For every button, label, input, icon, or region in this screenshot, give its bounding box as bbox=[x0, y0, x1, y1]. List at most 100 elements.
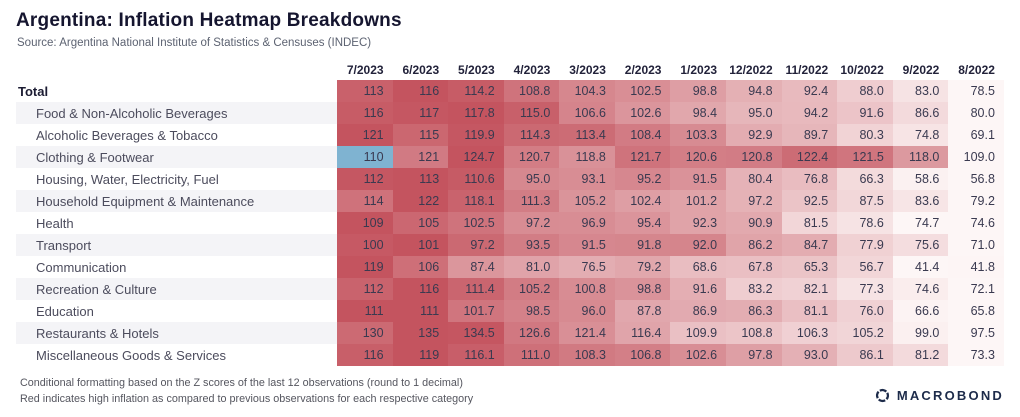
heatmap-cell: 92.5 bbox=[781, 190, 838, 212]
heatmap-cell: 56.7 bbox=[837, 256, 893, 278]
heatmap-cell: 115.0 bbox=[503, 102, 560, 124]
heatmap-cell: 93.1 bbox=[559, 168, 615, 190]
heatmap-cell: 79.2 bbox=[614, 256, 671, 278]
footnote-line-2: Red indicates high inflation as compared… bbox=[20, 392, 474, 405]
heatmap-cell: 80.0 bbox=[948, 102, 1004, 124]
table-row: Education 111 111 101.7 98.5 96.0 87.8 86.9 86.3… bbox=[16, 300, 1004, 322]
heatmap-cell: 91.6 bbox=[670, 278, 727, 300]
table-row: Alcoholic Beverages & Tobacco 121 115 119.9… bbox=[16, 124, 1004, 146]
heatmap-cell: 96.9 bbox=[559, 212, 615, 234]
heatmap-cell: 95.2 bbox=[614, 168, 671, 190]
footnotes: Conditional formatting based on the Z sc… bbox=[16, 376, 1004, 407]
heatmap-cell: 74.8 bbox=[892, 124, 949, 146]
heatmap-cell: 97.2 bbox=[726, 190, 782, 212]
heatmap-cell: 76.5 bbox=[559, 256, 615, 278]
heatmap-cell: 102.5 bbox=[448, 212, 504, 234]
column-header: 10/2022 bbox=[840, 62, 884, 77]
column-header: 8/2022 bbox=[958, 62, 995, 77]
heatmap-cell: 114 bbox=[337, 190, 393, 212]
heatmap-cell: 98.8 bbox=[614, 278, 671, 300]
heatmap-cell: 94.2 bbox=[781, 102, 838, 124]
heatmap-cell: 86.3 bbox=[726, 300, 782, 322]
heatmap-cell: 87.4 bbox=[448, 256, 504, 278]
heatmap-cell: 97.5 bbox=[948, 322, 1004, 344]
heatmap-cell: 81.0 bbox=[503, 256, 560, 278]
heatmap-table: 7/2023 6/2023 5/2023 4/2023 3/2023 2/2023 1/20… bbox=[16, 59, 1004, 366]
heatmap-cell: 108.8 bbox=[726, 322, 782, 344]
heatmap-cell: 102.4 bbox=[614, 190, 671, 212]
heatmap-cell: 73.3 bbox=[948, 344, 1004, 366]
heatmap-cell: 97.2 bbox=[448, 234, 504, 256]
table-row: Household Equipment & Maintenance 114 122 1… bbox=[16, 190, 1004, 212]
heatmap-cell: 130 bbox=[337, 322, 393, 344]
page-title: Argentina: Inflation Heatmap Breakdowns bbox=[16, 10, 402, 31]
heatmap-cell: 95.4 bbox=[614, 212, 671, 234]
heatmap-cell: 86.1 bbox=[837, 344, 893, 366]
heatmap-cell: 120.6 bbox=[670, 146, 727, 168]
heatmap-cell: 102.5 bbox=[614, 80, 671, 102]
row-label: Communication bbox=[36, 259, 127, 275]
heatmap-cell: 74.6 bbox=[892, 278, 949, 300]
heatmap-cell: 78.6 bbox=[837, 212, 893, 234]
heatmap-cell: 74.6 bbox=[948, 212, 1004, 234]
heatmap-cell: 110.6 bbox=[448, 168, 504, 190]
heatmap-cell: 92.4 bbox=[781, 80, 838, 102]
heatmap-cell: 122 bbox=[392, 190, 449, 212]
heatmap-cell: 101.7 bbox=[448, 300, 504, 322]
heatmap-cell: 105.2 bbox=[503, 278, 560, 300]
heatmap-cell: 76.0 bbox=[837, 300, 893, 322]
heatmap-cell: 109.9 bbox=[670, 322, 727, 344]
row-label: Recreation & Culture bbox=[36, 281, 157, 297]
heatmap-cell: 93.5 bbox=[503, 234, 560, 256]
column-header: 4/2023 bbox=[513, 62, 551, 77]
table-row: Miscellaneous Goods & Services 116 119 116.… bbox=[16, 344, 1004, 366]
heatmap-cell: 86.6 bbox=[892, 102, 949, 124]
heatmap-cell: 108.8 bbox=[503, 80, 560, 102]
heatmap-cell: 124.7 bbox=[448, 146, 504, 168]
heatmap-cell: 115 bbox=[392, 124, 449, 146]
heatmap-cell: 41.8 bbox=[948, 256, 1004, 278]
row-label: Total bbox=[18, 83, 49, 99]
heatmap-cell: 86.2 bbox=[726, 234, 782, 256]
heatmap-cell: 77.3 bbox=[837, 278, 893, 300]
heatmap-cell: 109 bbox=[337, 212, 393, 234]
heatmap-cell: 92.3 bbox=[670, 212, 727, 234]
heatmap-cell: 95.0 bbox=[726, 102, 782, 124]
source-line: Source: Argentina National Institute of … bbox=[17, 37, 372, 49]
heatmap-cell: 98.4 bbox=[670, 102, 727, 124]
heatmap-cell: 116 bbox=[337, 102, 393, 124]
heatmap-cell: 105.2 bbox=[837, 322, 893, 344]
heatmap-cell: 77.9 bbox=[837, 234, 893, 256]
macrobond-logo-text: MACROBOND bbox=[896, 388, 1004, 403]
heatmap-cell: 66.6 bbox=[892, 300, 949, 322]
heatmap-cell: 118.8 bbox=[559, 146, 615, 168]
heatmap-cell: 111.3 bbox=[503, 190, 560, 212]
heatmap-cell: 122.4 bbox=[781, 146, 838, 168]
heatmap-cell: 68.6 bbox=[670, 256, 727, 278]
heatmap-cell: 41.4 bbox=[892, 256, 949, 278]
table-row: Restaurants & Hotels 130 135 134.5 126.6 121.… bbox=[16, 322, 1004, 344]
heatmap-cell: 97.8 bbox=[726, 344, 782, 366]
heatmap-cell: 81.1 bbox=[781, 300, 838, 322]
heatmap-cell: 134.5 bbox=[448, 322, 504, 344]
heatmap-cell: 108.4 bbox=[614, 124, 671, 146]
heatmap-cell: 99.0 bbox=[892, 322, 949, 344]
row-label: Education bbox=[36, 303, 94, 319]
heatmap-cell: 116 bbox=[392, 278, 449, 300]
heatmap-cell: 126.6 bbox=[503, 322, 560, 344]
column-header: 12/2022 bbox=[729, 62, 773, 77]
column-header: 5/2023 bbox=[458, 62, 495, 77]
heatmap-cell: 121.5 bbox=[837, 146, 893, 168]
heatmap-cell: 111.4 bbox=[448, 278, 504, 300]
heatmap-cell: 121 bbox=[392, 146, 449, 168]
heatmap-cell: 98.5 bbox=[503, 300, 560, 322]
heatmap-cell: 108.3 bbox=[559, 344, 615, 366]
heatmap-cell: 83.0 bbox=[892, 80, 949, 102]
heatmap-cell: 116 bbox=[337, 344, 393, 366]
heatmap-cell: 121 bbox=[337, 124, 393, 146]
heatmap-cell: 120.8 bbox=[726, 146, 782, 168]
heatmap-cell: 111 bbox=[337, 300, 393, 322]
heatmap-cell: 114.3 bbox=[503, 124, 560, 146]
header-row: 7/2023 6/2023 5/2023 4/2023 3/2023 2/2023 1/20… bbox=[16, 59, 1004, 80]
row-label: Food & Non-Alcoholic Beverages bbox=[36, 105, 228, 121]
